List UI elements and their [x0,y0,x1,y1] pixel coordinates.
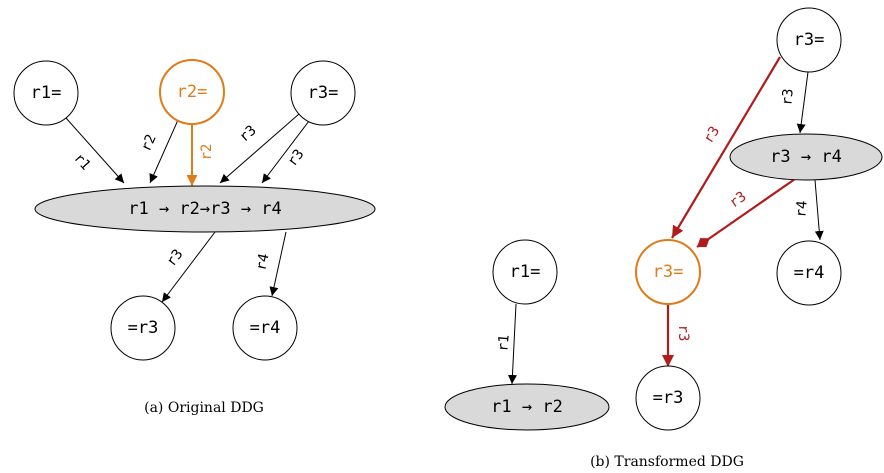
edge-label: r3 [727,189,750,212]
node-label: r3= [653,262,684,282]
node-label: r1 → r2→r3 → r4 [128,199,282,219]
node [34,185,376,233]
edge-label: r3 [701,124,724,147]
nodes-b: r3= r3 → r4 =r4 r3= r1= r1 → r2 =r3 [444,7,883,431]
node-label: r2= [177,82,208,102]
node [492,239,558,305]
node [635,365,701,431]
node-label: =r3 [653,388,684,408]
node [13,60,79,126]
edge-label: r1 [70,150,93,173]
node [776,240,842,306]
node [110,295,176,361]
node-label: r1= [31,83,62,103]
edge [219,113,300,184]
edge-label: r3 [285,146,308,169]
node [776,7,842,73]
edge [149,119,179,184]
edge [161,231,216,303]
node-label: r3 → r4 [770,147,842,167]
caption: (a) Original DDG [144,400,264,416]
edge-highlight [696,178,796,248]
node-label: =r4 [794,263,825,283]
edges-b [507,56,824,385]
node-highlight [635,239,701,305]
edge [65,117,125,184]
edge [269,231,287,297]
edge-label: r2 [199,144,215,161]
node-label: r1= [510,262,541,282]
edge [796,71,809,134]
edges-a [65,113,310,303]
node-label: r1 → r2 [491,397,563,417]
caption: (b) Transformed DDG [590,454,744,470]
node [290,60,356,126]
node-label: =r3 [128,318,159,338]
edge-labels-b: r3 r3 r3 r4 r1 r3 [495,88,810,352]
edge [507,303,517,385]
node [444,383,610,431]
nodes-a: r1= r2= r3= r1 → r2→r3 → r4 =r3 =r4 [13,59,376,361]
edge-label: r3 [779,88,796,106]
edge-label: r3 [236,122,259,145]
edge-label: r3 [164,246,187,269]
node-highlight [159,59,225,125]
node [729,133,883,181]
node-label: r3= [308,83,339,103]
node-label: r3= [794,30,825,50]
edge [814,179,824,241]
node [232,295,298,361]
node-label: =r4 [250,318,281,338]
edge-label: r3 [675,325,691,342]
edge-label: r4 [253,252,272,272]
edge-label: r2 [138,132,159,154]
edge-label: r1 [495,334,512,352]
edge [261,120,310,184]
edge-label: r4 [793,200,810,218]
edge-highlight [671,56,781,239]
